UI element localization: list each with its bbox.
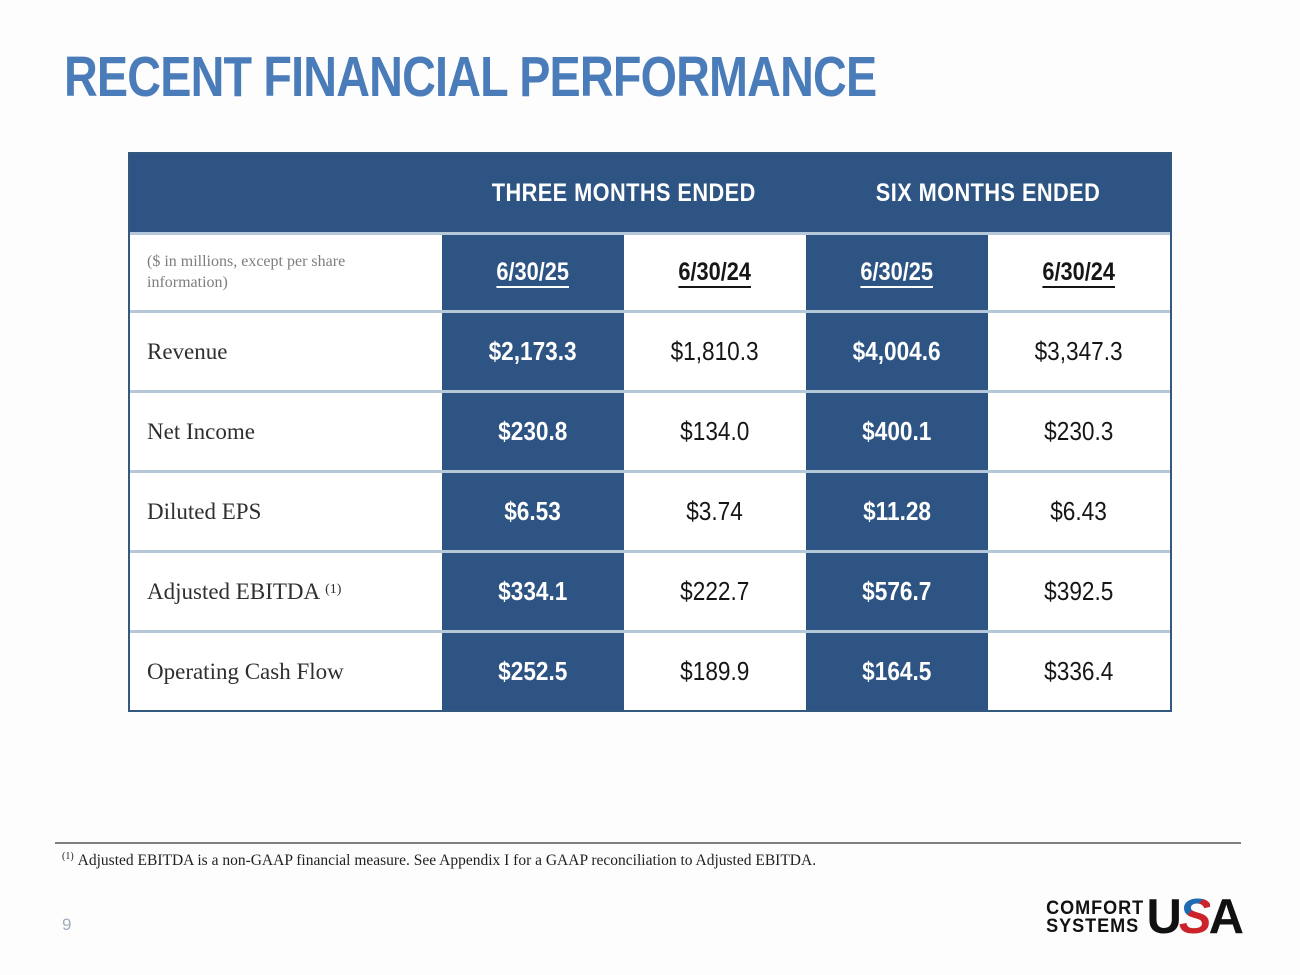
table-cell: $134.0 [624,390,806,470]
comfort-systems-usa-logo: COMFORT SYSTEMS U S A [1041,890,1244,944]
group-header-six-months: SIX MONTHS ENDED [806,154,1170,232]
table-cell: $576.7 [806,550,988,630]
table-cell: $3.74 [624,470,806,550]
table-cell: $334.1 [442,550,624,630]
table-cell: $3,347.3 [988,310,1170,390]
table-cell: $230.3 [988,390,1170,470]
row-label-revenue: Revenue [130,310,442,390]
footnote-marker: (1) [325,581,342,597]
footnote-divider [55,842,1241,844]
group-header-three-months: THREE MONTHS ENDED [442,154,806,232]
table-cell: $6.43 [988,470,1170,550]
logo-usa-letters: U S A [1146,890,1244,944]
row-label-adjusted-ebitda: Adjusted EBITDA (1) [130,550,442,630]
column-header-q-prior: 6/30/24 [624,232,806,310]
table-cell: $164.5 [806,630,988,710]
column-header-h-prior: 6/30/24 [988,232,1170,310]
table-cell: $400.1 [806,390,988,470]
footnote-marker: (1) [62,851,74,862]
table-cell: $336.4 [988,630,1170,710]
financial-table: THREE MONTHS ENDED SIX MONTHS ENDED ($ i… [128,152,1172,712]
table-cell: $6.53 [442,470,624,550]
group-header-label: THREE MONTHS ENDED [491,178,757,207]
unit-note: ($ in millions, except per share informa… [130,232,442,310]
column-header-q-current: 6/30/25 [442,232,624,310]
table-cell: $392.5 [988,550,1170,630]
column-header-h-current: 6/30/25 [806,232,988,310]
row-label-net-income: Net Income [130,390,442,470]
table-cell: $230.8 [442,390,624,470]
table-cell: $222.7 [624,550,806,630]
page-title: RECENT FINANCIAL PERFORMANCE [64,45,877,109]
row-label-diluted-eps: Diluted EPS [130,470,442,550]
row-label-operating-cash-flow: Operating Cash Flow [130,630,442,710]
table-cell: $189.9 [624,630,806,710]
table-cell: $252.5 [442,630,624,710]
header-band-spacer [130,154,442,232]
logo-wordmark: COMFORT SYSTEMS [1046,898,1145,937]
table-cell: $11.28 [806,470,988,550]
logo-swoosh-s: S [1178,890,1212,944]
table-cell: $4,004.6 [806,310,988,390]
group-header-label: SIX MONTHS ENDED [875,178,1101,207]
table-cell: $1,810.3 [624,310,806,390]
table-cell: $2,173.3 [442,310,624,390]
page-number: 9 [62,915,72,934]
footnote: (1) Adjusted EBITDA is a non-GAAP financi… [62,851,817,870]
